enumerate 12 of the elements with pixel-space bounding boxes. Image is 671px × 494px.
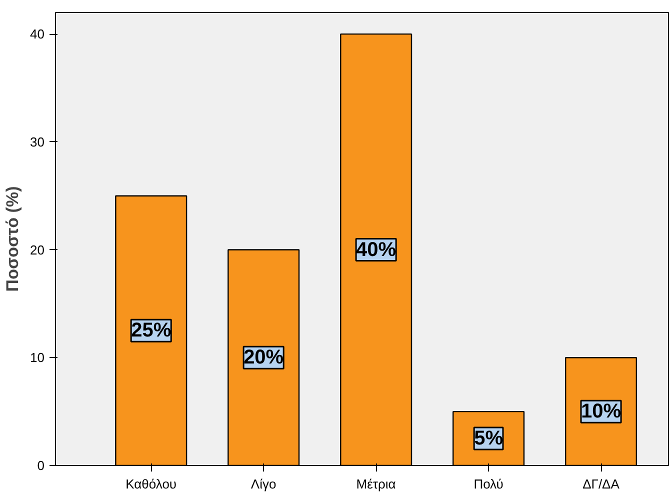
y-tick-label: 0 <box>37 458 45 473</box>
x-tick-label: Μέτρια <box>356 476 396 492</box>
y-tick-label: 20 <box>30 242 45 258</box>
data-label: 10% <box>581 400 622 423</box>
y-tick-label: 10 <box>30 350 45 366</box>
x-tick-label: Λίγο <box>250 476 276 492</box>
y-tick-label: 30 <box>30 134 45 150</box>
y-axis-title: Ποσοστό (%) <box>3 186 22 292</box>
x-tick-label: Πολύ <box>474 476 504 492</box>
x-tick-label: ΔΓ/ΔΑ <box>582 476 620 492</box>
x-tick-label: Καθόλου <box>126 476 177 492</box>
y-tick-label: 40 <box>30 26 45 42</box>
